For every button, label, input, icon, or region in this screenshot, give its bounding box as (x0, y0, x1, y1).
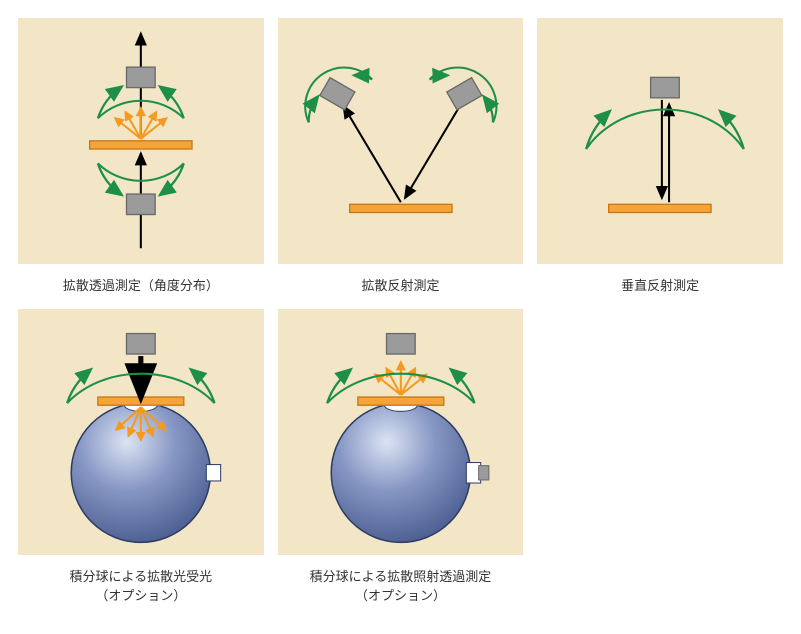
cell-2: 拡散反射測定 (278, 18, 524, 295)
caption-4: 積分球による拡散光受光 （オプション） (70, 567, 213, 606)
caption-5: 積分球による拡散照射透過測定 （オプション） (310, 567, 492, 606)
cell-4: 積分球による拡散光受光 （オプション） (18, 309, 264, 606)
caption-2: 拡散反射測定 (361, 276, 439, 296)
panel-vertical-reflection (537, 18, 783, 264)
panel-integrating-sphere-receive (18, 309, 264, 555)
cell-5: 積分球による拡散照射透過測定 （オプション） (278, 309, 524, 606)
diagram-grid: 拡散透過測定（角度分布） (0, 0, 801, 624)
caption-1: 拡散透過測定（角度分布） (63, 276, 219, 296)
panel-integrating-sphere-illum (278, 309, 524, 555)
panel-diffuse-transmission (18, 18, 264, 264)
cell-1: 拡散透過測定（角度分布） (18, 18, 264, 295)
caption-3: 垂直反射測定 (621, 276, 699, 296)
cell-3: 垂直反射測定 (537, 18, 783, 295)
cell-6-empty (537, 309, 783, 606)
panel-diffuse-reflection (278, 18, 524, 264)
